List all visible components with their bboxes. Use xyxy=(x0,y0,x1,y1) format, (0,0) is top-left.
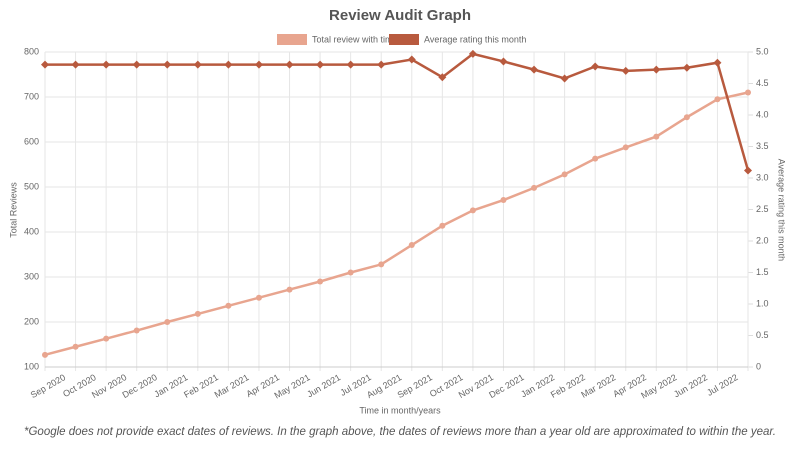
point xyxy=(499,57,508,66)
point xyxy=(530,65,539,74)
point xyxy=(621,66,630,75)
y2-tick-label: 2.5 xyxy=(756,204,769,214)
y2-tick-label: 1.5 xyxy=(756,267,769,277)
point xyxy=(438,73,447,82)
x-tick-label: Sep 2021 xyxy=(396,372,434,400)
point xyxy=(225,302,232,309)
y2-tick-label: 0.5 xyxy=(756,330,769,340)
y2-tick-label: 5.0 xyxy=(756,46,769,56)
x-tick-label: Mar 2022 xyxy=(579,372,617,400)
y-tick-label: 100 xyxy=(24,361,39,371)
series-line xyxy=(44,91,749,357)
point xyxy=(132,60,141,69)
y2-tick-label: 1.0 xyxy=(756,298,769,308)
footnote: *Google does not provide exact dates of … xyxy=(24,426,776,438)
point xyxy=(714,96,721,103)
point xyxy=(652,65,661,74)
y2-tick-label: 4.5 xyxy=(756,78,769,88)
point xyxy=(560,74,569,83)
point xyxy=(42,351,48,358)
y-tick-label: 600 xyxy=(24,136,39,146)
point xyxy=(531,184,538,191)
y2-tick-label: 2.0 xyxy=(756,235,769,245)
point xyxy=(71,60,80,69)
point xyxy=(72,343,79,350)
point xyxy=(468,49,477,58)
point xyxy=(408,242,415,249)
point xyxy=(407,55,416,64)
point xyxy=(316,60,325,69)
legend-label: Total review with time xyxy=(312,34,398,44)
y-tick-label: 400 xyxy=(24,226,39,236)
point xyxy=(439,222,446,229)
point xyxy=(347,269,354,276)
point xyxy=(682,63,691,72)
point xyxy=(469,207,476,214)
x-tick-label: Jul 2022 xyxy=(705,372,739,398)
y2-tick-label: 3.0 xyxy=(756,172,769,182)
legend-swatch xyxy=(389,34,419,45)
point xyxy=(224,60,233,69)
point xyxy=(193,60,202,69)
point xyxy=(622,144,629,151)
x-tick-label: Dec 2021 xyxy=(487,372,525,400)
point xyxy=(592,155,599,162)
x-tick-label: Sep 2020 xyxy=(29,372,67,400)
point xyxy=(591,62,600,71)
y-axis-title: Total Reviews xyxy=(8,182,18,238)
point xyxy=(164,319,171,325)
y-tick-label: 700 xyxy=(24,91,39,101)
point xyxy=(41,60,49,69)
point xyxy=(103,335,110,342)
point xyxy=(194,310,201,317)
legend-swatch xyxy=(277,34,307,45)
y-tick-label: 300 xyxy=(24,271,39,281)
point xyxy=(317,278,324,285)
y2-tick-label: 4.0 xyxy=(756,109,769,119)
point xyxy=(255,294,262,301)
y2-tick-label: 3.5 xyxy=(756,141,769,151)
point xyxy=(377,60,386,69)
point xyxy=(745,89,751,96)
series-line xyxy=(45,52,750,171)
point xyxy=(163,60,172,69)
y-tick-label: 200 xyxy=(24,316,39,326)
point xyxy=(254,60,263,69)
point xyxy=(286,286,293,293)
point xyxy=(285,60,294,69)
point xyxy=(744,166,752,175)
y-tick-label: 800 xyxy=(24,46,39,56)
chart-title: Review Audit Graph xyxy=(329,7,471,24)
point xyxy=(346,60,355,69)
point xyxy=(500,197,507,204)
point xyxy=(653,133,660,140)
x-tick-label: Dec 2020 xyxy=(121,372,159,400)
point xyxy=(713,58,722,67)
y-tick-label: 500 xyxy=(24,181,39,191)
point xyxy=(102,60,111,69)
legend-label: Average rating this month xyxy=(424,34,526,44)
y2-tick-label: 0 xyxy=(756,361,761,371)
x-axis-title: Time in month/years xyxy=(359,405,441,415)
x-tick-label: Mar 2021 xyxy=(213,372,251,400)
x-tick-label: Jun 2022 xyxy=(672,372,709,399)
point xyxy=(561,171,568,178)
point xyxy=(683,114,690,121)
y2-axis-title: Average rating this month xyxy=(777,159,787,261)
point xyxy=(133,327,140,334)
point xyxy=(378,261,385,268)
x-tick-label: Jun 2021 xyxy=(305,372,342,399)
